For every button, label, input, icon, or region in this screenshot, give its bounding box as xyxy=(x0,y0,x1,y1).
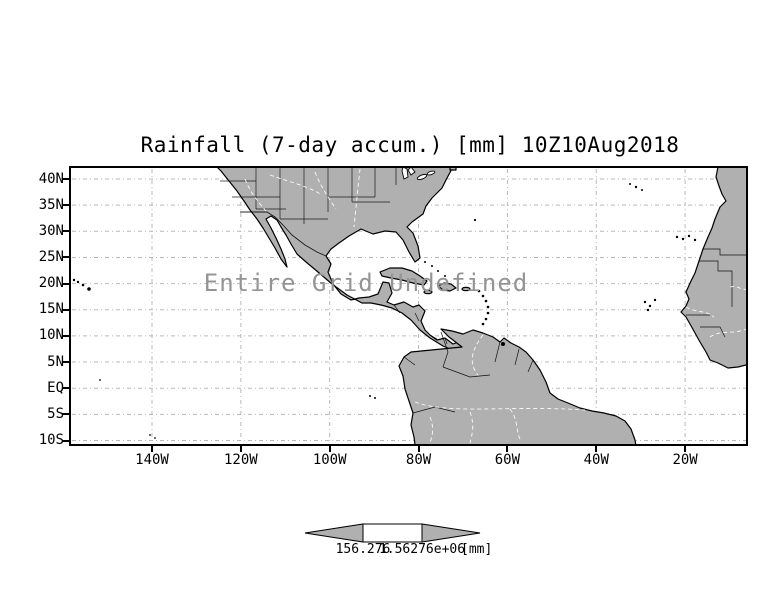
colorbar-right-arrow xyxy=(421,523,481,543)
x-axis-label: 40W xyxy=(583,452,609,468)
y-axis-label: 15N xyxy=(38,301,64,318)
map-frame xyxy=(69,166,748,446)
bermuda-island xyxy=(473,218,477,222)
x-axis-label: 20W xyxy=(672,452,698,468)
x-axis-label: 120W xyxy=(223,452,258,468)
x-axis-label: 60W xyxy=(494,452,521,468)
x-axis-tick xyxy=(595,446,598,452)
map-canvas xyxy=(72,168,746,444)
y-axis-tick xyxy=(62,204,70,207)
colorbar-band xyxy=(362,523,423,543)
landmasses xyxy=(217,168,746,444)
colorbar-max-label: 1.56276e+06 xyxy=(378,542,466,557)
x-axis-tick xyxy=(506,446,509,452)
y-axis-label: 35N xyxy=(38,196,64,213)
great-lakes xyxy=(401,168,436,181)
y-axis-tick xyxy=(62,387,70,390)
x-axis-tick xyxy=(684,446,687,452)
y-axis-tick xyxy=(62,230,70,233)
canary-islands xyxy=(675,235,679,239)
y-axis-tick xyxy=(62,178,70,180)
rivers xyxy=(244,168,746,444)
north-america-landmass xyxy=(217,168,469,352)
galapagos-islands xyxy=(369,395,371,397)
y-axis-label: 20N xyxy=(38,275,64,292)
puerto-rico-island xyxy=(461,286,471,292)
colorbar-units-label: [mm] xyxy=(461,542,493,557)
y-axis-label: 10S xyxy=(38,432,64,448)
x-axis-tick xyxy=(239,446,242,452)
colorbar-min-label: 156.276 xyxy=(335,542,391,557)
y-axis-tick xyxy=(62,256,70,259)
x-axis-label: 80W xyxy=(405,452,432,468)
x-axis-tick xyxy=(328,446,331,452)
colorbar-left-arrow xyxy=(304,523,364,543)
x-axis-tick xyxy=(151,446,153,452)
y-axis-label: 10N xyxy=(38,327,64,344)
country-borders xyxy=(393,248,746,414)
y-axis-label: EQ xyxy=(47,379,64,396)
y-axis-tick xyxy=(62,308,70,311)
y-axis-tick xyxy=(62,282,70,285)
y-axis-tick xyxy=(62,361,70,364)
jamaica-island xyxy=(423,289,433,295)
azores-islands xyxy=(629,183,631,185)
y-axis-tick xyxy=(62,439,70,442)
cape-verde-islands xyxy=(643,300,647,304)
south-america-landmass xyxy=(398,328,637,444)
y-axis-label: 30N xyxy=(38,222,64,239)
grid-undefined-message: Entire Grid Undefined xyxy=(203,269,529,297)
coast-fragment xyxy=(449,168,457,171)
hawaii-islands xyxy=(72,278,76,282)
x-axis-label: 140W xyxy=(135,452,169,468)
colorbar xyxy=(304,523,481,543)
y-axis-label: 5S xyxy=(47,405,64,422)
y-axis-tick xyxy=(62,413,70,416)
hispaniola-island xyxy=(437,282,457,292)
x-axis-tick xyxy=(417,446,420,452)
cuba-island xyxy=(379,267,428,286)
y-axis-label: 25N xyxy=(38,248,64,265)
y-axis-label: 5N xyxy=(47,353,64,370)
x-axis-label: 100W xyxy=(312,452,347,468)
state-borders xyxy=(220,168,397,257)
trinidad-island xyxy=(501,342,505,346)
plot-title: Rainfall (7-day accum.) [mm] 10Z10Aug201… xyxy=(140,133,680,157)
africa-landmass xyxy=(680,168,746,369)
y-axis-tick xyxy=(62,334,70,337)
small-islands xyxy=(72,183,697,439)
y-axis-label: 40N xyxy=(38,170,64,187)
